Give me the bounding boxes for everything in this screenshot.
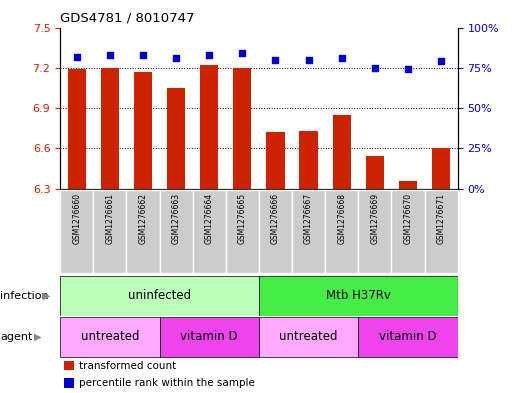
Bar bbox=[366, 156, 384, 189]
Point bbox=[271, 57, 280, 63]
Point bbox=[106, 52, 114, 58]
Point bbox=[73, 53, 81, 60]
Bar bbox=[226, 190, 259, 274]
Text: GSM1276663: GSM1276663 bbox=[172, 193, 180, 244]
Bar bbox=[101, 68, 119, 189]
Point bbox=[437, 58, 445, 64]
Text: percentile rank within the sample: percentile rank within the sample bbox=[79, 378, 255, 388]
Bar bbox=[292, 190, 325, 274]
Point bbox=[172, 55, 180, 61]
Text: Mtb H37Rv: Mtb H37Rv bbox=[326, 289, 391, 302]
Text: untreated: untreated bbox=[279, 331, 338, 343]
Text: GSM1276668: GSM1276668 bbox=[337, 193, 346, 244]
Bar bbox=[399, 180, 417, 189]
Text: vitamin D: vitamin D bbox=[379, 331, 437, 343]
Point bbox=[139, 52, 147, 58]
Point bbox=[238, 50, 246, 57]
Bar bbox=[259, 317, 358, 357]
Bar bbox=[160, 317, 259, 357]
Bar bbox=[160, 190, 192, 274]
Bar bbox=[60, 317, 160, 357]
Text: GSM1276661: GSM1276661 bbox=[105, 193, 115, 244]
Bar bbox=[333, 115, 351, 189]
Bar bbox=[233, 68, 252, 189]
Bar bbox=[64, 378, 74, 387]
Bar bbox=[200, 65, 218, 189]
Text: vitamin D: vitamin D bbox=[180, 331, 238, 343]
Bar bbox=[167, 88, 185, 189]
Bar bbox=[60, 276, 259, 316]
Bar bbox=[358, 317, 458, 357]
Text: GSM1276664: GSM1276664 bbox=[204, 193, 214, 244]
Bar bbox=[64, 361, 74, 370]
Bar bbox=[259, 190, 292, 274]
Bar bbox=[127, 190, 160, 274]
Text: infection: infection bbox=[0, 291, 49, 301]
Bar bbox=[325, 190, 358, 274]
Point bbox=[404, 66, 412, 73]
Text: uninfected: uninfected bbox=[128, 289, 191, 302]
Bar bbox=[259, 276, 458, 316]
Text: GDS4781 / 8010747: GDS4781 / 8010747 bbox=[60, 12, 195, 25]
Text: GSM1276667: GSM1276667 bbox=[304, 193, 313, 244]
Bar bbox=[60, 190, 93, 274]
Text: transformed count: transformed count bbox=[79, 361, 176, 371]
Text: GSM1276665: GSM1276665 bbox=[238, 193, 247, 244]
Bar bbox=[266, 132, 285, 189]
Text: GSM1276671: GSM1276671 bbox=[437, 193, 446, 244]
Point bbox=[337, 55, 346, 61]
Text: untreated: untreated bbox=[81, 331, 139, 343]
Text: GSM1276666: GSM1276666 bbox=[271, 193, 280, 244]
Bar bbox=[300, 131, 317, 189]
Bar bbox=[358, 190, 391, 274]
Bar bbox=[192, 190, 226, 274]
Text: GSM1276660: GSM1276660 bbox=[72, 193, 81, 244]
Bar bbox=[93, 190, 127, 274]
Text: GSM1276669: GSM1276669 bbox=[370, 193, 379, 244]
Point bbox=[371, 64, 379, 71]
Bar bbox=[134, 72, 152, 189]
Point bbox=[304, 57, 313, 63]
Bar bbox=[67, 69, 86, 189]
Bar bbox=[425, 190, 458, 274]
Point bbox=[205, 52, 213, 58]
Text: GSM1276670: GSM1276670 bbox=[403, 193, 413, 244]
Bar bbox=[391, 190, 425, 274]
Text: ▶: ▶ bbox=[43, 291, 51, 301]
Text: GSM1276662: GSM1276662 bbox=[139, 193, 147, 244]
Bar bbox=[432, 148, 450, 189]
Text: agent: agent bbox=[0, 332, 32, 342]
Text: ▶: ▶ bbox=[34, 332, 41, 342]
